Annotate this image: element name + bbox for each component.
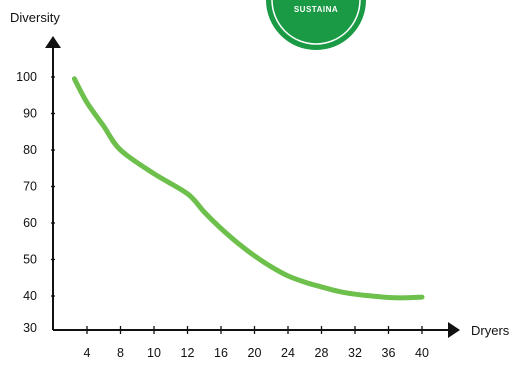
axes [45, 36, 460, 338]
x-tick-label: 32 [348, 346, 362, 360]
y-tick-label: 30 [23, 321, 37, 335]
badge-shape [266, 0, 366, 50]
y-tick-label: 40 [23, 289, 37, 303]
y-tick-label: 80 [23, 143, 37, 157]
y-axis-ticks: 30 40 50 60 70 80 90 100 [16, 70, 55, 335]
y-tick-label: 90 [23, 107, 37, 121]
x-tick-label: 28 [315, 346, 329, 360]
x-tick-label: 36 [382, 346, 396, 360]
x-tick-label: 16 [214, 346, 228, 360]
y-tick-label: 100 [16, 70, 37, 84]
x-tick-label: 8 [117, 346, 124, 360]
x-tick-label: 40 [415, 346, 429, 360]
badge-inner-ring [271, 0, 361, 45]
y-tick-label: 70 [23, 180, 37, 194]
x-tick-label: 20 [248, 346, 262, 360]
x-axis-ticks: 4 8 10 12 16 20 24 28 32 36 40 [84, 326, 429, 360]
x-axis-arrow [448, 322, 460, 338]
x-axis-title: Dryers [471, 323, 510, 338]
x-tick-label: 10 [147, 346, 161, 360]
y-tick-label: 60 [23, 216, 37, 230]
badge-text: SUSTAINA [294, 5, 338, 14]
y-tick-label: 50 [23, 253, 37, 267]
y-axis-title: Diversity [10, 10, 60, 25]
y-axis-arrow [45, 36, 61, 48]
x-tick-label: 24 [281, 346, 295, 360]
sustainability-badge: SUSTAINA [266, 0, 366, 50]
x-tick-label: 12 [181, 346, 195, 360]
diversity-curve [71, 76, 425, 301]
x-tick-label: 4 [84, 346, 91, 360]
